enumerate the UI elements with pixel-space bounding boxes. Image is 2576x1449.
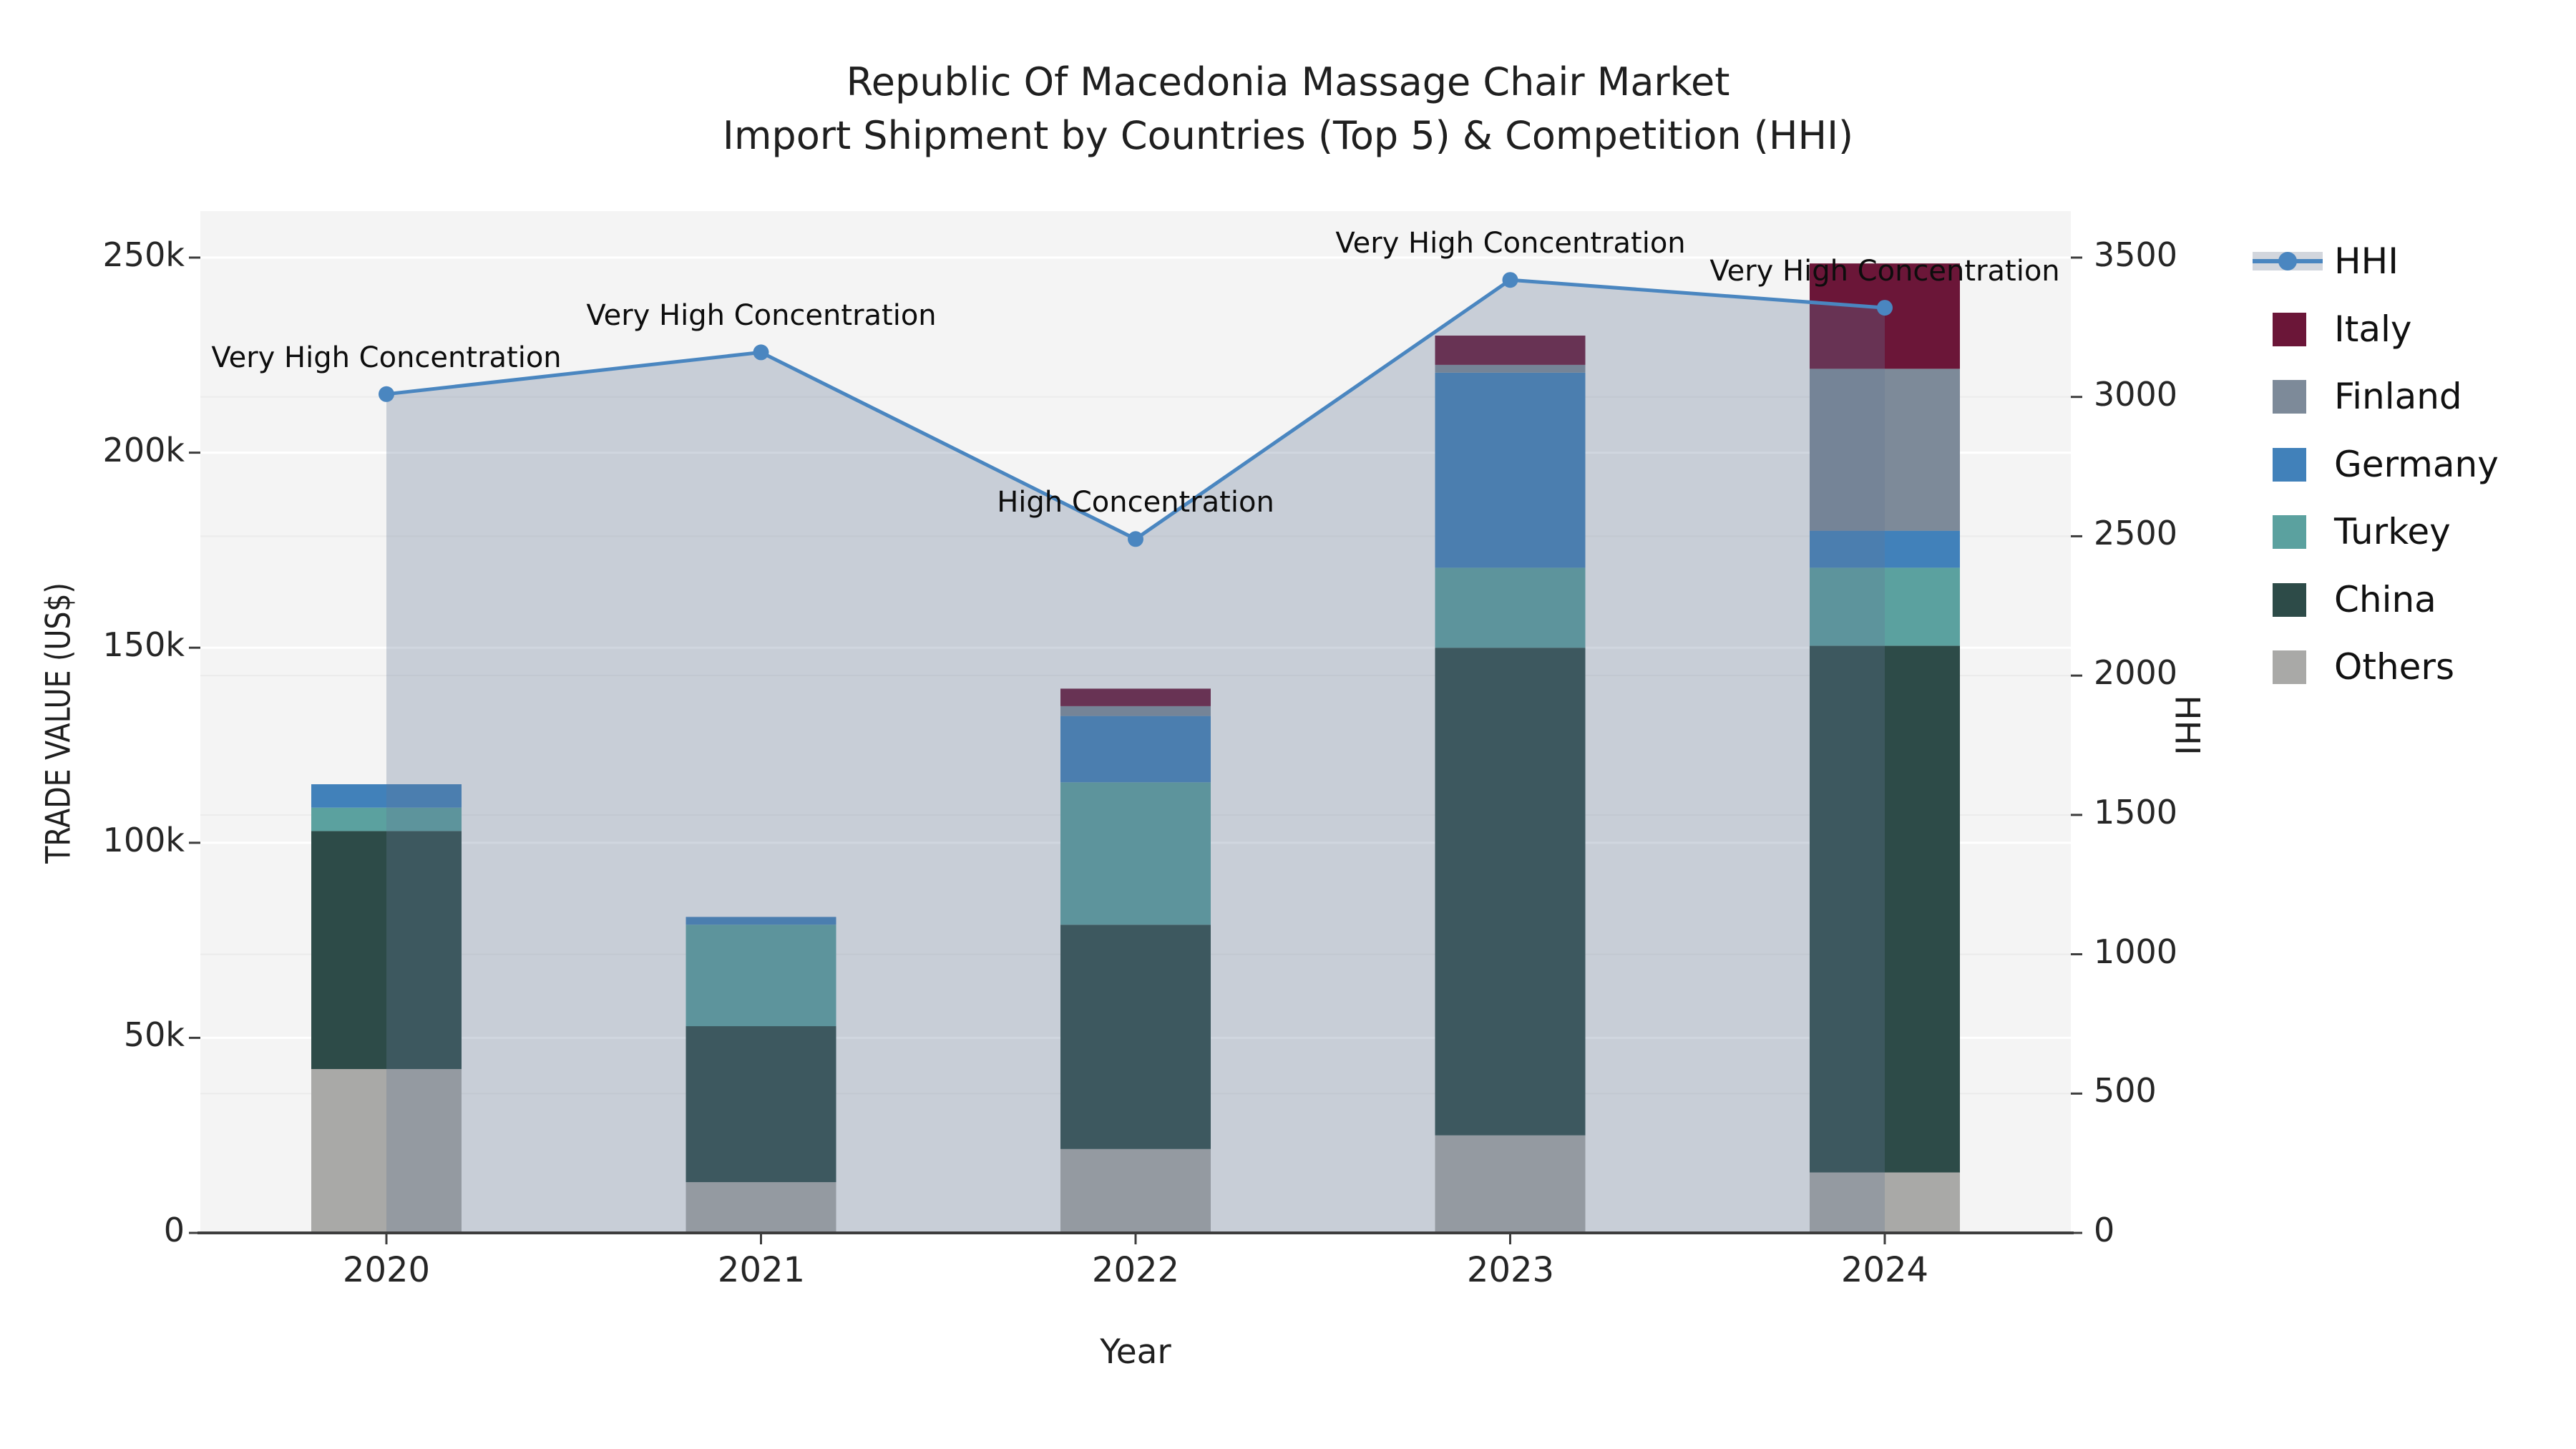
hhi-marker-2022 (1128, 531, 1143, 547)
legend-label: Others (2334, 646, 2455, 688)
hhi-annotation-2024: Very High Concentration (1709, 255, 2060, 288)
stacked-bars (311, 263, 1960, 1233)
x-tick-2023: 2023 (1466, 1250, 1555, 1290)
x-tick-2020: 2020 (342, 1250, 431, 1290)
bar-2023-china (1435, 648, 1586, 1136)
legend-label: Finland (2334, 376, 2462, 417)
hhi-line-icon (2253, 228, 2324, 295)
y-right-tick-3500: 3500 (2094, 235, 2178, 274)
bar-2022-finland (1060, 706, 1211, 716)
legend-item-others: Others (2253, 633, 2454, 701)
others-swatch-icon (2253, 633, 2324, 701)
x-tick-2021: 2021 (717, 1250, 806, 1290)
hhi-annotation-2020: Very High Concentration (211, 341, 562, 374)
tick-marks (189, 256, 2082, 1244)
chart-title-line1: Republic Of Macedonia Massage Chair Mark… (846, 59, 1730, 104)
legend-label: Turkey (2334, 511, 2451, 552)
color-swatch (2273, 515, 2306, 549)
legend-label: China (2334, 578, 2436, 620)
color-swatch (2273, 447, 2306, 482)
legend-item-germany: Germany (2253, 431, 2499, 498)
color-swatch (2273, 650, 2306, 684)
y-left-tick-100k: 100k (102, 821, 185, 859)
bar-2021-germany (686, 917, 836, 925)
y-right-tick-1500: 1500 (2094, 793, 2178, 831)
y-left-tick-0: 0 (163, 1211, 185, 1249)
y-right-tick-2000: 2000 (2094, 653, 2178, 692)
y-left-tick-200k: 200k (102, 431, 185, 469)
y-left-tick-50k: 50k (123, 1015, 185, 1054)
legend-item-finland: Finland (2253, 363, 2462, 430)
legend-label: Italy (2334, 308, 2412, 350)
color-swatch (2273, 312, 2306, 346)
bar-2024-china (1810, 645, 1960, 1173)
y-right-tick-3000: 3000 (2094, 375, 2178, 414)
bar-2024-italy (1810, 263, 1960, 369)
hhi-annotation-2021: Very High Concentration (586, 299, 937, 332)
bar-2024-others (1810, 1172, 1960, 1233)
bar-2021-others (686, 1182, 836, 1233)
bar-2022-china (1060, 924, 1211, 1149)
y-right-tick-0: 0 (2094, 1211, 2115, 1249)
italy-swatch-icon (2253, 296, 2324, 363)
chart-title: Republic Of Macedonia Massage Chair Mark… (0, 56, 2576, 162)
finland-swatch-icon (2253, 363, 2324, 430)
bar-2024-turkey (1810, 567, 1960, 646)
y-right-tick-2500: 2500 (2094, 514, 2178, 552)
x-axis-label: Year (1100, 1332, 1171, 1372)
color-swatch (2273, 582, 2306, 617)
color-swatch (2273, 380, 2306, 414)
legend-item-italy: Italy (2253, 296, 2411, 363)
legend-item-china: China (2253, 566, 2436, 633)
legend-item-hhi: HHI (2253, 228, 2399, 295)
bar-2020-germany (311, 784, 462, 808)
y-right-tick-500: 500 (2094, 1071, 2157, 1110)
bar-2020-china (311, 831, 462, 1069)
hhi-annotation-2023: Very High Concentration (1335, 227, 1686, 260)
bar-2024-finland (1810, 369, 1960, 531)
bar-2023-others (1435, 1135, 1586, 1233)
hhi-marker-2024 (1877, 300, 1893, 316)
bar-2023-turkey (1435, 567, 1586, 648)
hhi-marker-2021 (753, 344, 769, 361)
bar-2020-others (311, 1069, 462, 1233)
x-tick-2022: 2022 (1091, 1250, 1180, 1290)
y-left-tick-150k: 150k (102, 625, 185, 664)
bar-2022-turkey (1060, 782, 1211, 925)
hhi-marker-2023 (1502, 272, 1518, 288)
bar-2021-turkey (686, 924, 836, 1027)
turkey-swatch-icon (2253, 498, 2324, 565)
bar-2022-others (1060, 1148, 1211, 1233)
chart-title-line2: Import Shipment by Countries (Top 5) & C… (722, 112, 1854, 158)
hhi-annotation-2022: High Concentration (997, 486, 1274, 519)
hhi-marker-2020 (379, 386, 394, 402)
x-tick-2024: 2024 (1840, 1250, 1929, 1290)
bar-2023-germany (1435, 372, 1586, 568)
germany-swatch-icon (2253, 431, 2324, 498)
bar-2024-germany (1810, 530, 1960, 568)
bar-2023-finland (1435, 364, 1586, 373)
legend-item-turkey: Turkey (2253, 498, 2451, 565)
y-right-tick-1000: 1000 (2094, 932, 2178, 971)
bar-2020-turkey (311, 807, 462, 831)
y-left-tick-250k: 250k (102, 235, 185, 274)
bar-2022-italy (1060, 688, 1211, 706)
bar-2022-germany (1060, 716, 1211, 783)
hhi-area-fill (386, 280, 1885, 1234)
bar-2023-italy (1435, 336, 1586, 365)
legend-label: Germany (2334, 443, 2499, 485)
legend-label: HHI (2334, 240, 2399, 282)
hhi-marker-swatch (2278, 252, 2297, 270)
china-swatch-icon (2253, 566, 2324, 633)
bar-2021-china (686, 1026, 836, 1183)
